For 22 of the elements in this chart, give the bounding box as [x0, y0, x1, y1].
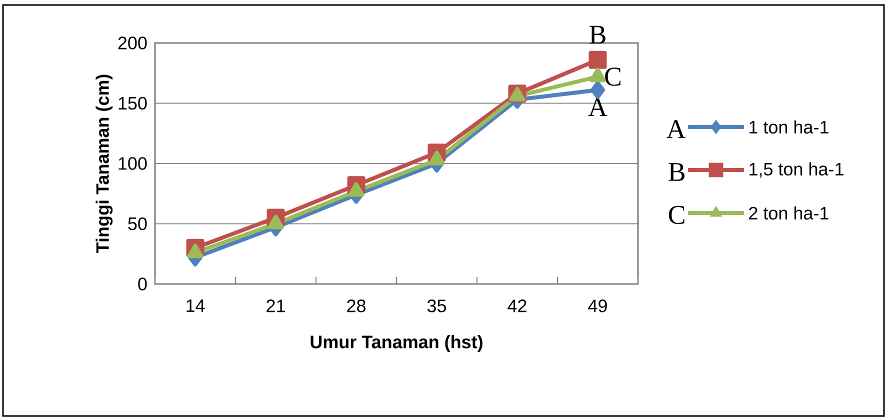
- y-tick-label: 50: [128, 217, 147, 230]
- annotation: C: [605, 68, 620, 86]
- annotation: A: [588, 98, 608, 116]
- y-tick-label: 0: [138, 278, 147, 290]
- text: A: [666, 120, 686, 138]
- legend-label: 2 ton ha-1: [749, 206, 828, 220]
- x-tick-label: 35: [427, 300, 446, 312]
- x-tick-label: 49: [588, 300, 607, 312]
- text: B: [668, 163, 684, 181]
- y-tick-label: 200: [118, 36, 147, 50]
- x-tick-label: 14: [186, 300, 205, 312]
- text: C: [668, 206, 684, 224]
- x-tick-label: 28: [347, 300, 366, 312]
- legend-label: 1 ton ha-1: [750, 120, 828, 134]
- y-tick-label: 100: [118, 157, 147, 170]
- y-tick-label: 150: [118, 96, 147, 110]
- x-tick-label: 21: [266, 300, 285, 312]
- legend-label: 1,5 ton ha-1: [750, 162, 844, 178]
- annotation: B: [590, 26, 606, 44]
- x-tick-label: 42: [508, 300, 526, 312]
- y-axis-title: Tinggi Tanaman (cm): [96, 74, 113, 253]
- x-axis-title: Umur Tanaman (hst): [310, 335, 482, 352]
